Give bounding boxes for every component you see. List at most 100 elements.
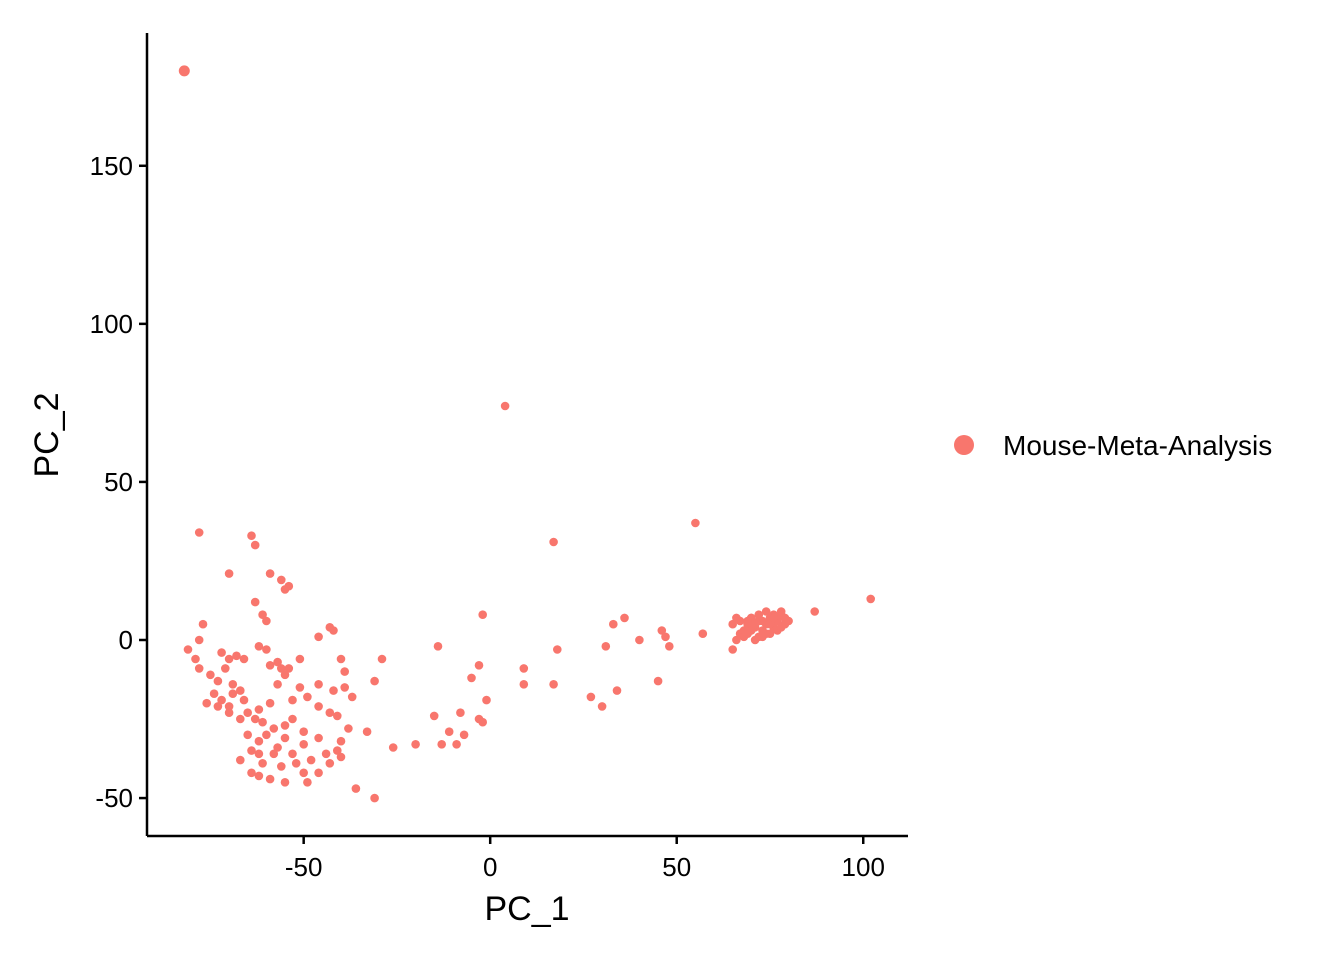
x-tick-label: 50 <box>662 852 691 882</box>
data-point <box>262 645 271 654</box>
data-point <box>333 746 342 755</box>
data-point <box>265 569 275 578</box>
data-point <box>325 708 335 717</box>
data-point <box>232 651 241 661</box>
data-point <box>333 711 342 721</box>
data-point <box>284 581 294 591</box>
data-point <box>236 714 245 724</box>
data-point <box>321 749 331 759</box>
data-point <box>754 610 764 619</box>
data-point <box>344 724 353 733</box>
data-point <box>265 661 275 670</box>
data-point <box>597 702 607 711</box>
data-point <box>743 629 752 638</box>
data-point <box>429 711 439 721</box>
data-point <box>284 664 294 673</box>
data-point <box>314 733 323 743</box>
data-point <box>336 736 346 746</box>
data-point <box>236 755 245 765</box>
data-point <box>206 670 215 680</box>
data-point <box>224 702 234 711</box>
data-point <box>635 635 644 645</box>
data-point <box>213 702 223 711</box>
data-point <box>303 778 312 787</box>
data-point <box>239 654 249 664</box>
legend-key-icon <box>954 435 974 455</box>
data-point <box>549 680 558 689</box>
data-point <box>299 768 309 778</box>
data-point <box>224 654 234 664</box>
data-point <box>340 667 350 676</box>
data-point <box>362 727 372 736</box>
data-point <box>291 759 301 768</box>
data-point <box>665 642 674 651</box>
data-point <box>250 714 260 724</box>
data-point <box>553 645 562 654</box>
data-point <box>444 727 454 736</box>
legend: Mouse-Meta-Analysis <box>954 430 1272 461</box>
data-point <box>780 613 790 623</box>
data-point <box>336 752 346 762</box>
data-point <box>347 692 357 702</box>
y-tick-label: 50 <box>104 467 133 497</box>
data-point <box>728 645 737 654</box>
data-point <box>194 664 204 673</box>
data-point <box>273 680 282 689</box>
data-point <box>482 695 491 705</box>
data-point <box>194 635 204 645</box>
data-point <box>247 531 256 540</box>
data-point <box>265 774 275 784</box>
data-point <box>467 673 476 683</box>
data-point <box>750 635 760 645</box>
data-point <box>314 680 323 689</box>
data-point <box>243 708 252 717</box>
data-point <box>288 714 297 724</box>
data-point <box>288 749 297 759</box>
data-point <box>303 692 312 702</box>
data-point <box>183 645 193 654</box>
data-point <box>236 686 245 695</box>
data-point <box>295 654 305 664</box>
data-point <box>262 730 271 740</box>
data-point <box>277 575 286 585</box>
data-point <box>661 632 670 642</box>
data-point <box>478 610 488 619</box>
data-point <box>519 680 529 689</box>
data-point <box>810 607 819 616</box>
data-point <box>691 518 700 528</box>
data-point <box>280 778 290 787</box>
data-point <box>243 730 252 740</box>
data-point <box>519 664 529 673</box>
data-point <box>224 569 234 578</box>
data-point <box>221 664 230 673</box>
data-point <box>351 784 361 793</box>
data-point <box>452 740 461 749</box>
data-point <box>653 676 663 686</box>
data-point <box>178 65 190 77</box>
data-point <box>273 657 282 667</box>
data-point <box>698 629 708 638</box>
data-point <box>776 607 786 616</box>
legend-label: Mouse-Meta-Analysis <box>1003 430 1272 461</box>
data-point <box>329 626 338 635</box>
data-point <box>765 619 775 629</box>
data-point <box>273 743 282 752</box>
data-point <box>209 689 219 698</box>
data-point <box>269 749 279 759</box>
data-point <box>280 733 290 743</box>
x-tick-label: 0 <box>483 852 497 882</box>
data-point <box>314 702 323 711</box>
data-point <box>228 680 238 689</box>
data-point <box>601 642 611 651</box>
data-point <box>314 768 323 778</box>
data-point <box>254 736 264 746</box>
data-point <box>765 629 775 638</box>
data-point <box>776 623 786 632</box>
data-point <box>340 683 350 692</box>
data-point <box>224 708 234 717</box>
data-point <box>758 616 767 626</box>
data-point <box>288 695 297 705</box>
data-point <box>433 642 443 651</box>
data-point <box>761 607 771 616</box>
y-axis-title: PC_2 <box>28 392 66 477</box>
